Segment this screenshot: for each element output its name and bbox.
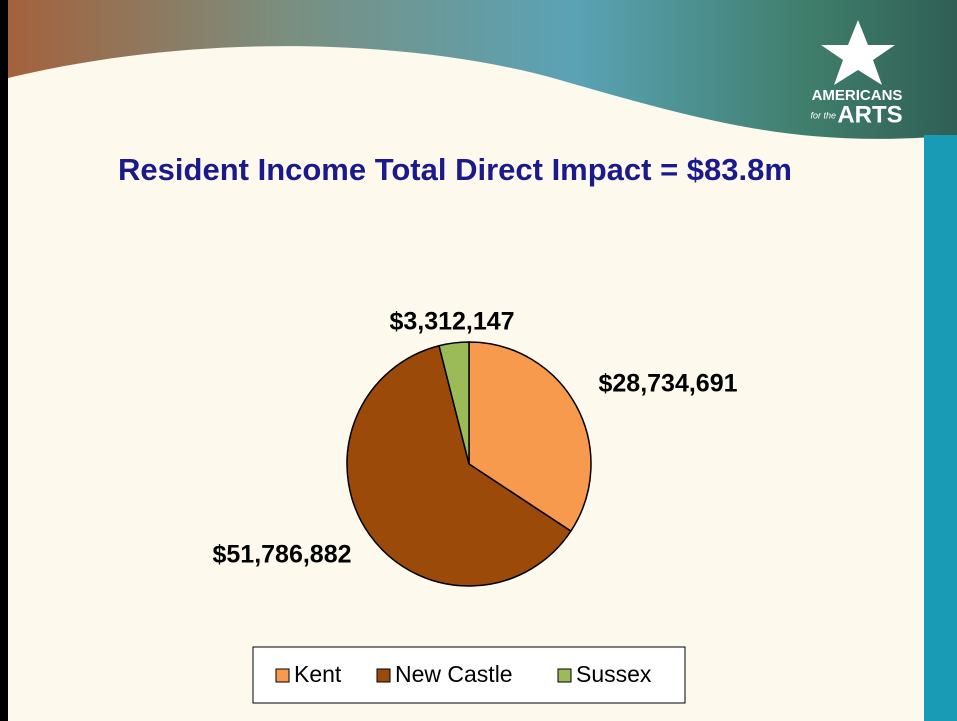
logo-star	[821, 20, 895, 85]
chart-title: Resident Income Total Direct Impact = $8…	[118, 152, 792, 187]
pie-slice	[346, 344, 572, 587]
logo-text: for the	[810, 110, 836, 120]
legend	[252, 646, 686, 704]
legend-swatch	[275, 668, 290, 683]
logo-text: ARTS	[837, 101, 902, 128]
legend-label: New Castle	[395, 661, 513, 687]
left-border	[0, 0, 8, 721]
legend-swatch	[376, 668, 391, 683]
data-label: $51,786,882	[212, 541, 351, 569]
side-bar	[924, 135, 957, 721]
logo-text: AMERICANS	[812, 87, 903, 104]
data-label: $28,734,691	[598, 370, 737, 398]
legend-label: Kent	[294, 661, 342, 687]
legend-label: Sussex	[576, 661, 652, 687]
legend-swatch	[557, 668, 572, 683]
data-label: $3,312,147	[389, 308, 514, 336]
pie-slice	[438, 341, 470, 465]
